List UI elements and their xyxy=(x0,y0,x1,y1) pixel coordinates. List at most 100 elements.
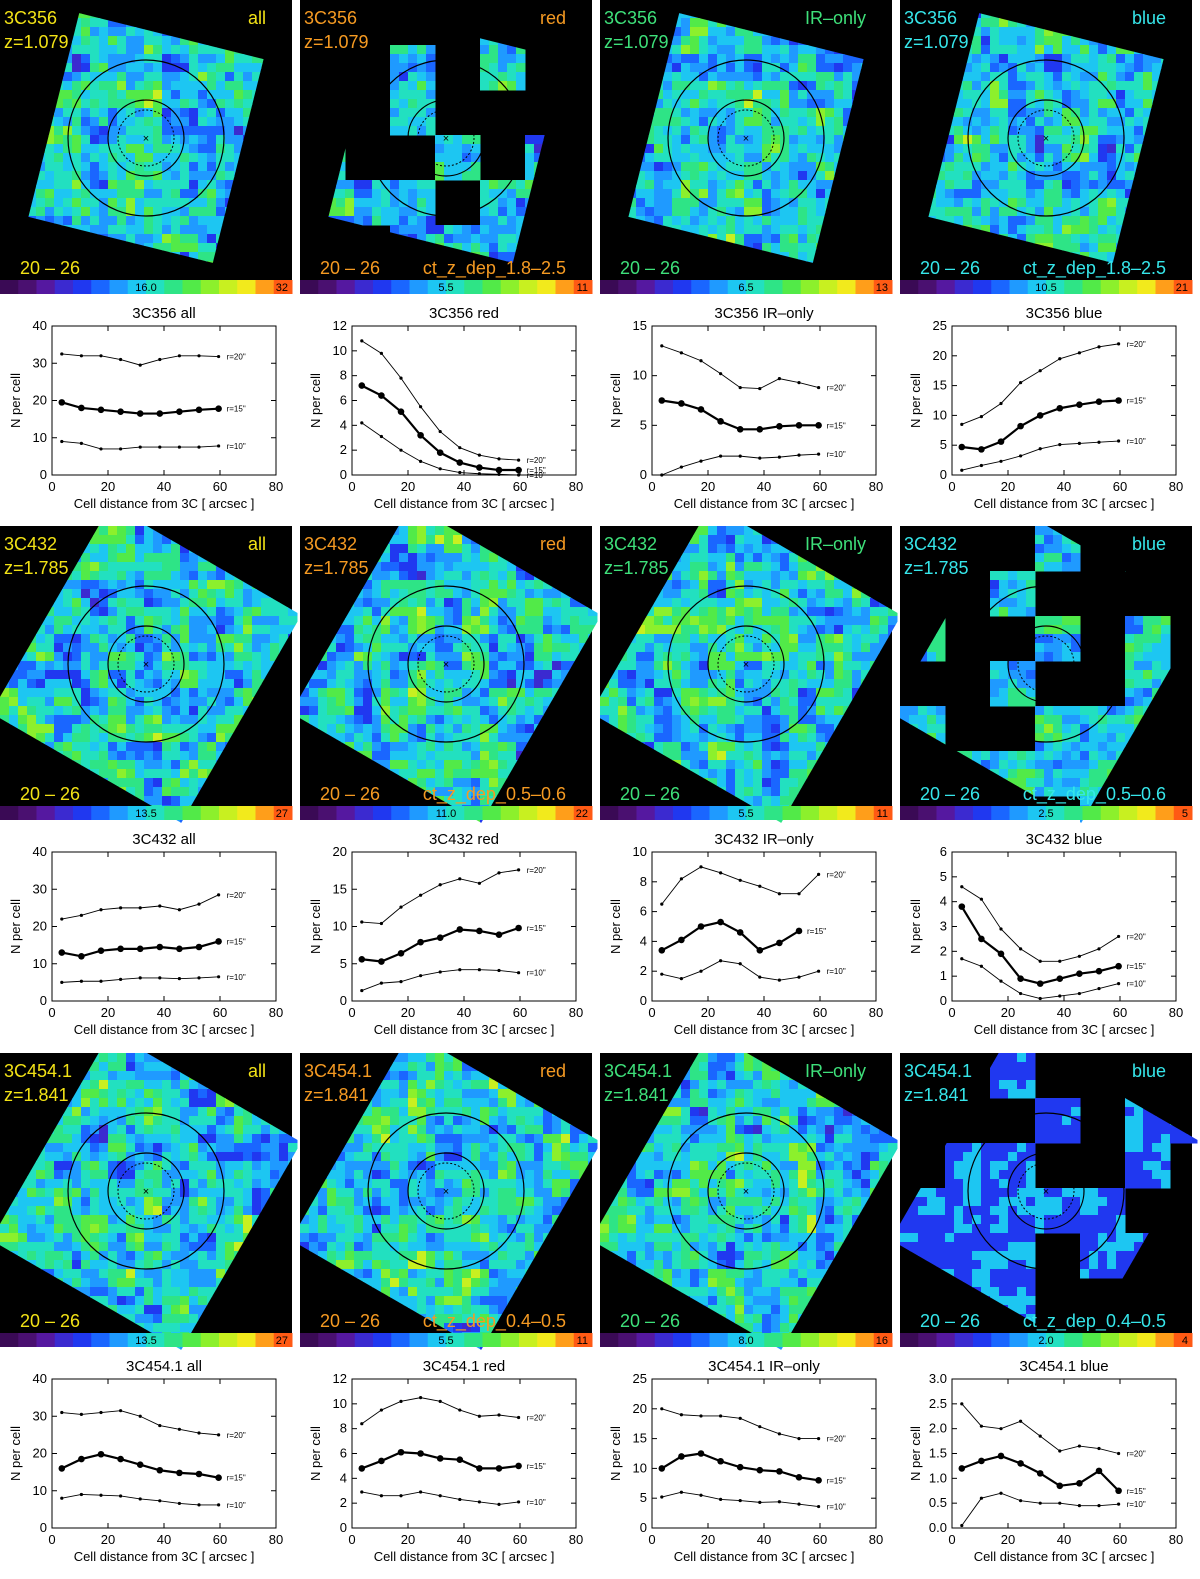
colorbar-segment xyxy=(856,280,875,294)
series-point xyxy=(478,968,481,971)
series-point xyxy=(1078,955,1081,958)
y-tick-label: 40 xyxy=(33,1371,47,1386)
colorbar-segment xyxy=(373,806,392,820)
series-point xyxy=(119,447,122,450)
y-tick-label: 2.0 xyxy=(929,1421,947,1436)
center-cross-marker: × xyxy=(1043,659,1049,671)
series-point xyxy=(739,1417,742,1420)
series-point xyxy=(739,879,742,882)
series-point xyxy=(758,1425,761,1428)
chart-title: 3C432 red xyxy=(429,831,499,848)
colorbar-segment xyxy=(1156,806,1175,820)
colorbar-segment xyxy=(256,806,275,820)
x-tick-label: 20 xyxy=(401,479,415,494)
y-tick-label: 20 xyxy=(633,1401,647,1416)
series-point xyxy=(176,946,183,953)
series-point xyxy=(139,906,142,909)
series-point xyxy=(699,1494,702,1497)
colorbar-segment xyxy=(237,1333,256,1347)
x-axis-label: Cell distance from 3C [ arcsec ] xyxy=(974,496,1155,511)
series-point xyxy=(960,885,963,888)
colorbar-segment xyxy=(201,806,220,820)
colorbar-max-value: 4 xyxy=(1182,1335,1188,1347)
series-point xyxy=(659,1465,666,1472)
source-name-label: 3C454.1 xyxy=(604,1061,672,1081)
y-axis-label: N per cell xyxy=(908,899,923,954)
colorbar-segment xyxy=(1064,806,1083,820)
x-tick-label: 80 xyxy=(1169,479,1183,494)
colorbar-segment xyxy=(1083,806,1102,820)
colorbar-max-value: 13 xyxy=(876,282,888,294)
y-tick-label: 5 xyxy=(640,417,647,432)
colorbar-segment xyxy=(1119,280,1138,294)
source-name-label: 3C432 xyxy=(904,534,957,554)
series-line xyxy=(362,386,519,470)
series-point xyxy=(699,359,702,362)
series-point xyxy=(959,1465,966,1472)
series-point xyxy=(719,871,722,874)
colorbar-segment xyxy=(937,806,956,820)
x-tick-label: 80 xyxy=(1169,1005,1183,1020)
series-point xyxy=(399,1494,402,1497)
colorbar-segment xyxy=(837,280,856,294)
colorbar-segment xyxy=(991,806,1010,820)
x-tick-label: 40 xyxy=(457,479,471,494)
series-point xyxy=(699,970,702,973)
colorbar-segment xyxy=(18,1333,37,1347)
center-cross-marker: × xyxy=(1043,133,1049,145)
x-tick-label: 0 xyxy=(348,1005,355,1020)
colorbar-segment xyxy=(1137,806,1156,820)
x-tick-label: 40 xyxy=(1057,1532,1071,1547)
series-point xyxy=(1019,1420,1022,1423)
redshift-label: z=1.785 xyxy=(604,558,669,578)
colorbar-segment xyxy=(819,280,838,294)
series-point xyxy=(360,421,363,424)
series-point xyxy=(778,456,781,459)
series-point xyxy=(517,473,520,476)
series-point xyxy=(119,1409,122,1412)
y-axis-label: N per cell xyxy=(8,373,23,428)
series-point xyxy=(1078,992,1081,995)
x-tick-label: 80 xyxy=(569,1532,583,1547)
colorbar-segment xyxy=(618,1333,637,1347)
series-point xyxy=(1097,345,1100,348)
y-tick-label: 10 xyxy=(333,343,347,358)
series-point xyxy=(1019,947,1022,950)
magnitude-range-label: 20 – 26 xyxy=(320,784,380,804)
colorbar-segment xyxy=(37,806,56,820)
colorbar-max-value: 5 xyxy=(1182,808,1188,820)
y-tick-label: 2 xyxy=(940,943,947,958)
series-radius-label: r=20" xyxy=(827,1435,846,1444)
colorbar-segment xyxy=(318,280,337,294)
series-line xyxy=(662,922,799,950)
series-point xyxy=(99,1494,102,1497)
series-point xyxy=(1017,423,1024,430)
series-point xyxy=(999,402,1002,405)
y-tick-label: 40 xyxy=(33,844,47,859)
series-point xyxy=(1058,960,1061,963)
series-point xyxy=(719,959,722,962)
x-axis-label: Cell distance from 3C [ arcsec ] xyxy=(674,496,855,511)
series-point xyxy=(1037,980,1044,987)
series-point xyxy=(360,989,363,992)
series-point xyxy=(476,1465,483,1472)
series-radius-label: r=20" xyxy=(227,1431,246,1440)
x-tick-label: 40 xyxy=(157,479,171,494)
x-axis-label: Cell distance from 3C [ arcsec ] xyxy=(74,496,255,511)
chart-title: 3C454.1 blue xyxy=(1019,1358,1108,1375)
series-point xyxy=(776,1468,783,1475)
series-point xyxy=(197,1503,200,1506)
series-point xyxy=(978,1458,985,1465)
chart-title: 3C454.1 red xyxy=(423,1358,506,1375)
colorbar-segment xyxy=(483,280,502,294)
y-tick-label: 0 xyxy=(40,993,47,1008)
map-panel: × 3C432 z=1.785 red 20 – 26 ct_z_dep_0.5–0.6 1… xyxy=(300,526,598,824)
series-point xyxy=(139,1497,142,1500)
colorbar-segment xyxy=(1119,806,1138,820)
series-point xyxy=(478,454,481,457)
series-point xyxy=(980,965,983,968)
y-tick-label: 0 xyxy=(940,467,947,482)
colorbar-segment xyxy=(55,1333,74,1347)
series-point xyxy=(1117,1452,1120,1455)
x-tick-label: 60 xyxy=(213,1005,227,1020)
